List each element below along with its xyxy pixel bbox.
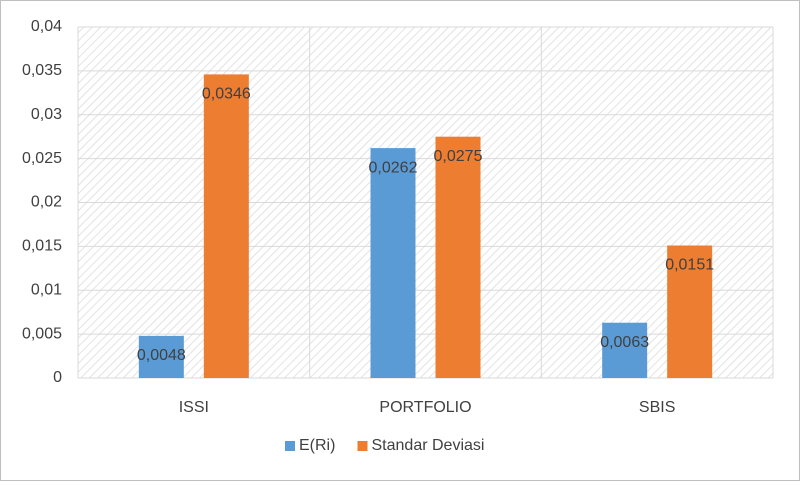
data-label: 0,0151 <box>665 257 714 274</box>
bar <box>667 245 713 378</box>
legend-swatch <box>285 441 295 451</box>
y-tick-label: 0,04 <box>31 18 62 35</box>
bar <box>138 335 184 378</box>
y-tick-label: 0,005 <box>22 325 62 342</box>
data-label: 0,0262 <box>369 159 418 176</box>
x-tick-label: PORTFOLIO <box>379 399 471 416</box>
y-tick-label: 0,015 <box>22 238 62 255</box>
legend-label: Standar Deviasi <box>372 437 485 454</box>
data-label: 0,0048 <box>137 347 186 364</box>
y-tick-label: 0,03 <box>31 106 62 123</box>
legend-label: E(Ri) <box>299 437 335 454</box>
x-tick-label: ISSI <box>179 399 209 416</box>
data-label: 0,0275 <box>434 148 483 165</box>
y-tick-label: 0,01 <box>31 281 62 298</box>
x-tick-label: SBIS <box>639 399 675 416</box>
y-tick-label: 0,025 <box>22 150 62 167</box>
bar <box>602 322 648 378</box>
y-tick-label: 0,02 <box>31 194 62 211</box>
bar <box>203 74 249 378</box>
data-label: 0,0346 <box>202 86 251 103</box>
legend-swatch <box>357 441 368 451</box>
data-label: 0,0063 <box>600 334 649 351</box>
y-tick-label: 0,035 <box>22 62 62 79</box>
bar <box>435 136 481 378</box>
bar <box>370 148 416 378</box>
y-tick-label: 0 <box>53 369 62 386</box>
